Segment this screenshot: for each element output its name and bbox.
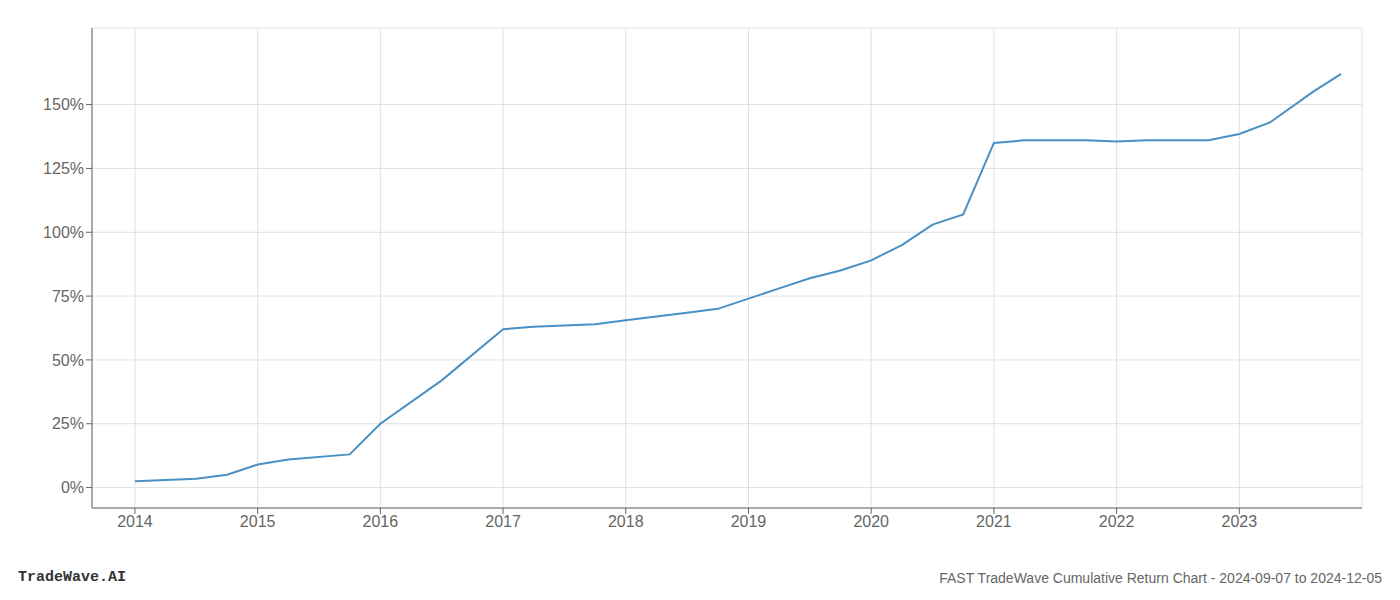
svg-text:2014: 2014 xyxy=(117,513,153,530)
svg-text:2022: 2022 xyxy=(1099,513,1135,530)
svg-text:125%: 125% xyxy=(43,160,84,177)
svg-text:50%: 50% xyxy=(52,352,84,369)
svg-text:150%: 150% xyxy=(43,96,84,113)
html-text:TradeWave.AI: TradeWave.AI xyxy=(18,569,126,586)
svg-text:2020: 2020 xyxy=(853,513,889,530)
svg-text:2015: 2015 xyxy=(240,513,276,530)
svg-text:2018: 2018 xyxy=(608,513,644,530)
svg-text:2016: 2016 xyxy=(363,513,399,530)
svg-text:0%: 0% xyxy=(61,479,84,496)
svg-text:2017: 2017 xyxy=(485,513,521,530)
svg-text:2019: 2019 xyxy=(731,513,767,530)
svg-text:2023: 2023 xyxy=(1221,513,1257,530)
svg-text:75%: 75% xyxy=(52,288,84,305)
html-text:FAST TradeWave Cumulative Retu: FAST TradeWave Cumulative Return Chart -… xyxy=(939,570,1382,586)
svg-text:25%: 25% xyxy=(52,415,84,432)
svg-text:2021: 2021 xyxy=(976,513,1012,530)
svg-text:100%: 100% xyxy=(43,224,84,241)
